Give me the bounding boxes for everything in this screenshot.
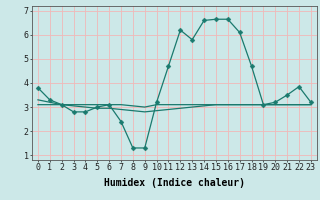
X-axis label: Humidex (Indice chaleur): Humidex (Indice chaleur) <box>104 178 245 188</box>
